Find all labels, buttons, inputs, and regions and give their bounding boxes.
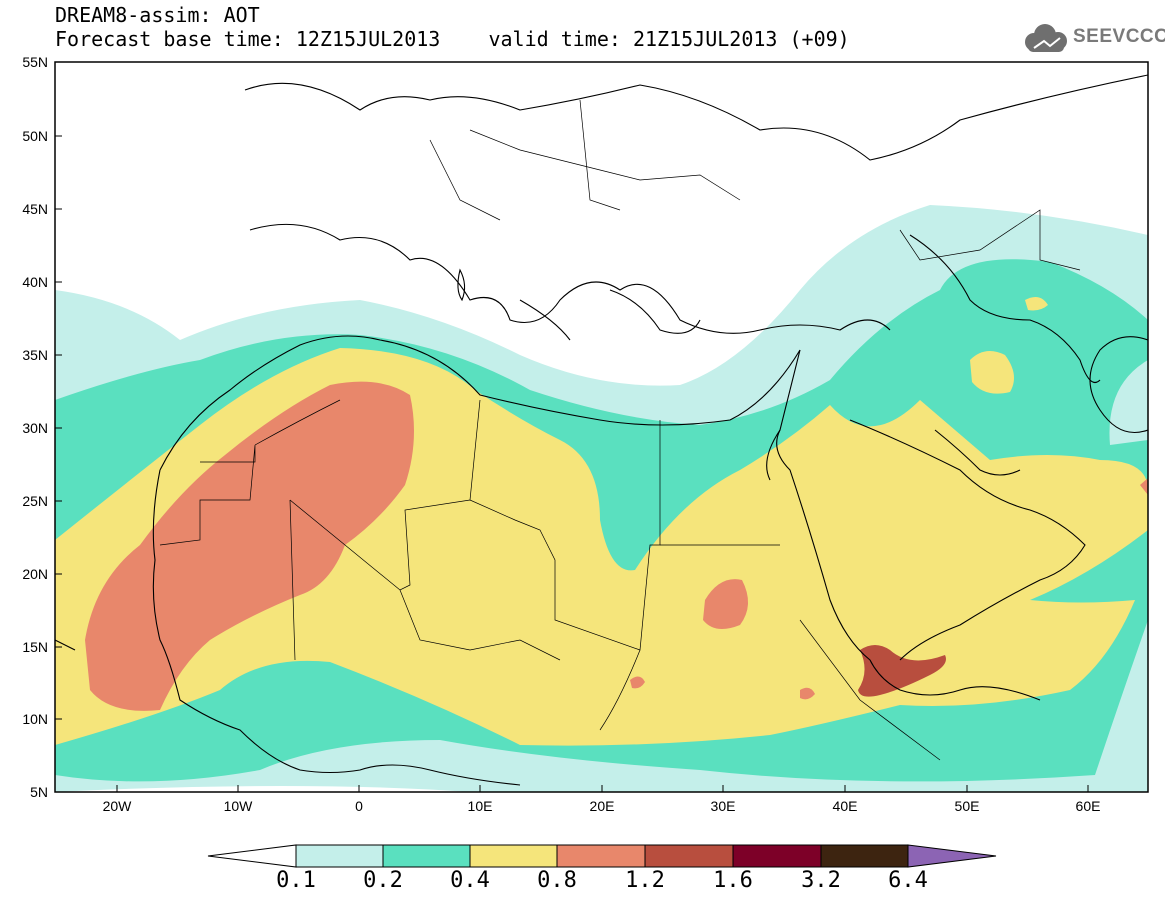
lon-label: 10W [223,798,253,814]
lon-label: 20E [589,798,615,814]
aot-band-0.8-1.2 [85,381,414,711]
colorbar [207,844,997,868]
lon-label: 10E [467,798,493,814]
lon-label: 40E [832,798,858,814]
lat-label: 5N [30,784,48,800]
lon-label: 50E [954,798,980,814]
lat-label: 25N [22,493,48,509]
colorbar-label: 1.2 [625,868,665,893]
lat-label: 10N [22,711,48,727]
lat-label: 55N [22,54,48,70]
lon-label: 30E [710,798,736,814]
lat-label: 15N [22,639,48,655]
lat-label: 35N [22,347,48,363]
colorbar-label: 0.1 [276,868,316,893]
lon-label: 20W [102,798,132,814]
colorbar-label: 1.6 [713,868,753,893]
cloud-icon [1025,24,1067,52]
forecast-time-subtitle: Forecast base time: 12Z15JUL2013 valid t… [55,27,850,51]
lat-label: 20N [22,566,48,582]
lat-label: 45N [22,201,48,217]
lat-label: 40N [22,274,48,290]
colorbar-label: 6.4 [888,868,928,893]
lat-label: 30N [22,420,48,436]
lon-label: 60E [1075,798,1101,814]
colorbar-label: 0.8 [537,868,577,893]
map-title: DREAM8-assim: AOT [55,3,260,27]
seevccc-logo-text: SEEVCCC [1073,26,1165,47]
lat-label: 50N [22,128,48,144]
colorbar-label: 0.4 [450,868,490,893]
colorbar-label: 0.2 [363,868,403,893]
colorbar-label: 3.2 [801,868,841,893]
lon-label: 0 [355,798,363,814]
aot-band-1.2-1.6 [858,645,946,697]
